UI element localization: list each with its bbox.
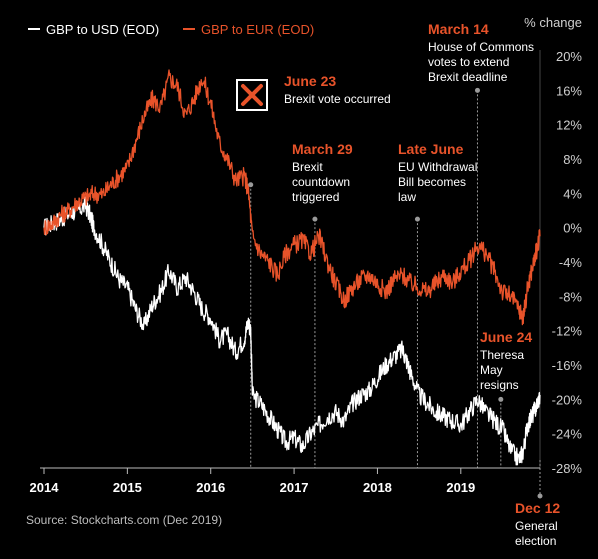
y-axis: 20% 16% 12% 8% 4% 0% -4% -8% -12% -16% -20% -24% -28… — [539, 49, 583, 476]
annotation-dot — [474, 87, 480, 93]
x-tick-label: 2019 — [446, 480, 475, 495]
y-tick-label: -8% — [559, 289, 583, 304]
x-axis: 2014 2015 2016 2017 2018 2019 — [30, 467, 540, 495]
legend: GBP to USD (EOD) GBP to EUR (EOD) — [28, 22, 314, 37]
x-tick-label: 2017 — [280, 480, 309, 495]
annotation-text: resigns — [480, 378, 519, 392]
annotation-text: Theresa — [480, 348, 524, 362]
annotation-title: Late June — [398, 141, 464, 157]
x-tick-label: 2018 — [363, 480, 392, 495]
y-tick-label: 8% — [563, 152, 582, 167]
annotation-text: law — [398, 190, 416, 204]
y-tick-label: 16% — [556, 83, 582, 98]
y-tick-label: -28% — [552, 461, 583, 476]
annotations: June 23 Brexit vote occurred March 29 Brexi… — [236, 21, 560, 548]
y-tick-label: 4% — [563, 186, 582, 201]
annotation-text: votes to extend — [428, 55, 509, 69]
y-tick-label: -12% — [552, 324, 583, 339]
annotation-text: Bill becomes — [398, 175, 466, 189]
annotation-text: EU Withdrawal — [398, 160, 477, 174]
annotation-text: Brexit vote occurred — [284, 92, 391, 106]
x-tick-label: 2014 — [30, 480, 60, 495]
x-tick-label: 2015 — [113, 480, 142, 495]
y-tick-label: -16% — [552, 358, 583, 373]
annotation-title: June 24 — [480, 329, 532, 345]
series-group — [43, 69, 541, 466]
y-tick-label: -20% — [552, 392, 583, 407]
y-tick-label: -4% — [559, 255, 583, 270]
annotation-title: Dec 12 — [515, 500, 560, 516]
annotation-dot — [537, 493, 543, 499]
x-tick-label: 2016 — [196, 480, 225, 495]
y-tick-label: 0% — [563, 221, 582, 236]
annotation-text: triggered — [292, 190, 339, 204]
y-tick-label: 12% — [556, 118, 582, 133]
annotation-title: March 14 — [428, 21, 489, 37]
y-axis-unit: % change — [524, 15, 582, 30]
annotation-dot — [312, 216, 318, 222]
legend-usd-label: GBP to USD (EOD) — [46, 22, 159, 37]
y-tick-label: 20% — [556, 49, 582, 64]
annotation-text: May — [480, 363, 503, 377]
annotation-text: General — [515, 519, 558, 533]
x-mark-icon — [241, 84, 263, 106]
legend-eur-label: GBP to EUR (EOD) — [201, 22, 314, 37]
annotation-dot — [414, 216, 420, 222]
annotation-text: House of Commons — [428, 40, 534, 54]
x-box-icon — [236, 79, 268, 111]
annotation-text: Brexit — [292, 160, 323, 174]
series-usd-line — [43, 196, 541, 466]
series-eur-line — [43, 69, 541, 326]
y-tick-label: -24% — [552, 427, 583, 442]
annotation-text: countdown — [292, 175, 350, 189]
annotation-text: election — [515, 534, 556, 548]
annotation-text: Brexit deadline — [428, 70, 508, 84]
annotation-dot — [498, 396, 504, 402]
source-note: Source: Stockcharts.com (Dec 2019) — [26, 513, 222, 527]
annotation-title: June 23 — [284, 73, 336, 89]
annotation-dot — [248, 182, 254, 188]
annotation-title: March 29 — [292, 141, 353, 157]
